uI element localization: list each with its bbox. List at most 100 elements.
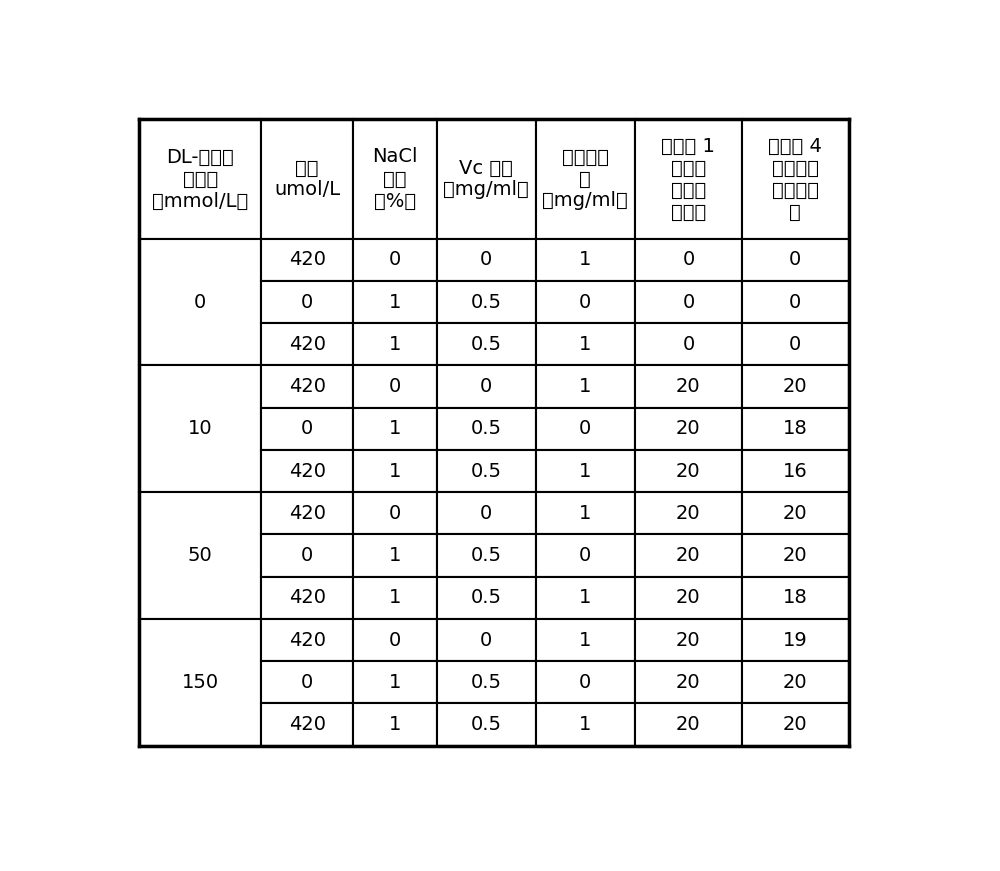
Bar xyxy=(261,535,353,577)
Bar xyxy=(635,577,742,619)
Text: 尿酸
umol/L: 尿酸 umol/L xyxy=(274,159,340,199)
Text: 0: 0 xyxy=(301,419,313,438)
Bar xyxy=(437,661,536,704)
Bar xyxy=(353,704,437,746)
Text: 0.5: 0.5 xyxy=(471,334,502,354)
Bar xyxy=(353,366,437,408)
Bar xyxy=(635,323,742,366)
Bar xyxy=(139,239,261,366)
Bar xyxy=(261,281,353,323)
Text: 420: 420 xyxy=(289,462,326,481)
Bar xyxy=(635,119,742,239)
Bar xyxy=(353,450,437,492)
Text: 0: 0 xyxy=(389,503,401,523)
Text: 20: 20 xyxy=(676,672,701,692)
Text: 0.5: 0.5 xyxy=(471,546,502,565)
Bar xyxy=(353,619,437,661)
Bar xyxy=(437,239,536,281)
Text: 1: 1 xyxy=(389,419,401,438)
Text: 0: 0 xyxy=(579,546,591,565)
Bar xyxy=(536,492,635,535)
Bar xyxy=(536,577,635,619)
Text: 420: 420 xyxy=(289,250,326,269)
Text: 420: 420 xyxy=(289,377,326,396)
Bar xyxy=(437,450,536,492)
Text: 1: 1 xyxy=(579,715,592,734)
Text: 1: 1 xyxy=(579,503,592,523)
Bar xyxy=(353,661,437,704)
Bar xyxy=(353,323,437,366)
Text: 19: 19 xyxy=(783,631,808,650)
Text: 1: 1 xyxy=(579,377,592,396)
Text: 0: 0 xyxy=(480,377,492,396)
Text: 50: 50 xyxy=(188,546,213,565)
Bar xyxy=(437,323,536,366)
Text: 20: 20 xyxy=(676,377,701,396)
Text: 0: 0 xyxy=(579,419,591,438)
Text: NaCl
浓度
（%）: NaCl 浓度 （%） xyxy=(372,147,417,211)
Bar xyxy=(353,577,437,619)
Bar xyxy=(261,619,353,661)
Text: 20: 20 xyxy=(676,462,701,481)
Bar xyxy=(536,119,635,239)
Bar xyxy=(139,119,261,239)
Bar xyxy=(635,281,742,323)
Bar xyxy=(261,239,353,281)
Bar xyxy=(437,281,536,323)
Bar xyxy=(742,366,849,408)
Bar xyxy=(437,704,536,746)
Bar xyxy=(536,408,635,450)
Bar xyxy=(261,492,353,535)
Text: 20: 20 xyxy=(783,377,808,396)
Text: 0: 0 xyxy=(480,250,492,269)
Text: 1: 1 xyxy=(579,250,592,269)
Text: 0.5: 0.5 xyxy=(471,293,502,312)
Bar xyxy=(353,408,437,450)
Text: 20: 20 xyxy=(783,715,808,734)
Text: 磺胺类药
物
（mg/ml）: 磺胺类药 物 （mg/ml） xyxy=(542,147,628,211)
Text: 0: 0 xyxy=(194,293,206,312)
Bar xyxy=(536,704,635,746)
Text: 20: 20 xyxy=(676,631,701,650)
Text: 1: 1 xyxy=(389,334,401,354)
Text: 0: 0 xyxy=(301,672,313,692)
Text: 0: 0 xyxy=(389,250,401,269)
Text: 1: 1 xyxy=(579,334,592,354)
Bar xyxy=(437,119,536,239)
Bar xyxy=(742,619,849,661)
Text: 0: 0 xyxy=(301,293,313,312)
Text: 420: 420 xyxy=(289,588,326,607)
Bar xyxy=(635,661,742,704)
Bar xyxy=(139,366,261,492)
Text: 1: 1 xyxy=(389,462,401,481)
Text: 0: 0 xyxy=(389,377,401,396)
Text: 420: 420 xyxy=(289,334,326,354)
Bar xyxy=(353,492,437,535)
Bar xyxy=(261,323,353,366)
Text: 0.5: 0.5 xyxy=(471,588,502,607)
Text: 1: 1 xyxy=(389,293,401,312)
Text: 420: 420 xyxy=(289,631,326,650)
Bar xyxy=(536,619,635,661)
Bar xyxy=(536,450,635,492)
Bar xyxy=(635,366,742,408)
Bar xyxy=(437,408,536,450)
Text: DL-半胱氨
酸浓度
（mmol/L）: DL-半胱氨 酸浓度 （mmol/L） xyxy=(152,147,248,211)
Text: 150: 150 xyxy=(182,672,219,692)
Bar xyxy=(261,408,353,450)
Text: Vc 浓度
（mg/ml）: Vc 浓度 （mg/ml） xyxy=(443,159,529,199)
Text: 0: 0 xyxy=(789,334,802,354)
Bar xyxy=(353,281,437,323)
Text: 420: 420 xyxy=(289,715,326,734)
Text: 1: 1 xyxy=(389,546,401,565)
Bar xyxy=(437,577,536,619)
Bar xyxy=(261,366,353,408)
Bar xyxy=(742,119,849,239)
Bar xyxy=(742,704,849,746)
Text: 0.5: 0.5 xyxy=(471,715,502,734)
Text: 1: 1 xyxy=(389,588,401,607)
Text: 18: 18 xyxy=(783,419,808,438)
Text: 1: 1 xyxy=(579,462,592,481)
Bar xyxy=(261,704,353,746)
Bar xyxy=(261,661,353,704)
